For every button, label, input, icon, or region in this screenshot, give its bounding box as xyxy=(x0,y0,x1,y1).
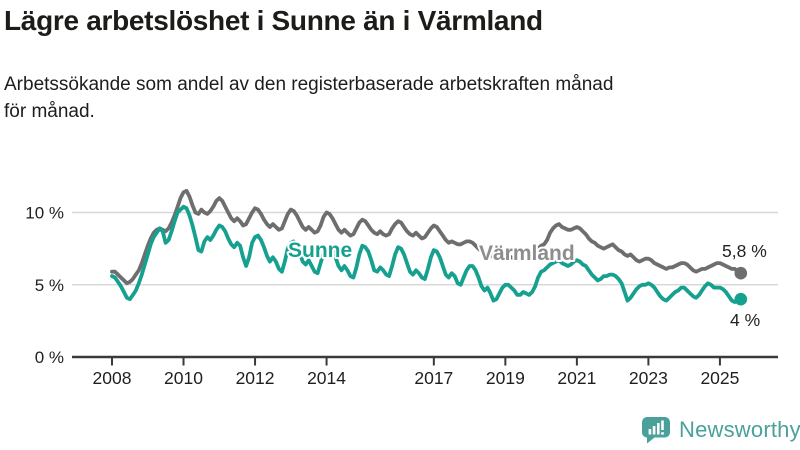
x-axis-tick-label: 2010 xyxy=(164,368,203,388)
x-axis-tick-label: 2021 xyxy=(557,368,596,388)
y-axis-tick-label: 5 % xyxy=(35,276,64,295)
series-label-sunne: Sunne xyxy=(288,239,352,262)
series-label-värmland: Värmland xyxy=(479,242,575,265)
bar-chart-speech-bubble-icon xyxy=(642,417,670,444)
chart-subtitle: Arbetssökande som andel av den registerb… xyxy=(4,71,784,125)
end-value-label-värmland: 5,8 % xyxy=(722,241,767,261)
newsworthy-wordmark: Newsworthy xyxy=(679,417,800,442)
x-axis-tick-label: 2014 xyxy=(307,368,346,388)
series-line-sunne xyxy=(110,204,743,305)
x-axis-tick-label: 2012 xyxy=(236,368,275,388)
x-axis-tick-label: 2017 xyxy=(414,368,453,388)
chart-subtitle-line2: för månad. xyxy=(4,101,95,122)
end-value-label-sunne: 4 % xyxy=(730,310,760,330)
y-axis-tick-label: 10 % xyxy=(25,204,64,223)
newsworthy-logo[interactable]: Newsworthy xyxy=(641,415,800,445)
chart-subtitle-line1: Arbetssökande som andel av den registerb… xyxy=(4,74,614,95)
x-axis-tick-label: 2008 xyxy=(93,368,132,388)
series-line-värmland xyxy=(110,188,743,286)
series-end-dot-sunne xyxy=(734,292,748,306)
y-axis-tick-label: 0 % xyxy=(35,348,64,367)
x-axis-tick-label: 2023 xyxy=(629,368,668,388)
x-axis-tick-label: 2025 xyxy=(700,368,739,388)
x-axis-tick-label: 2019 xyxy=(486,368,525,388)
chart-title: Lägre arbetslöshet i Sunne än i Värmland xyxy=(4,5,543,36)
series-end-dot-värmland xyxy=(734,266,748,280)
